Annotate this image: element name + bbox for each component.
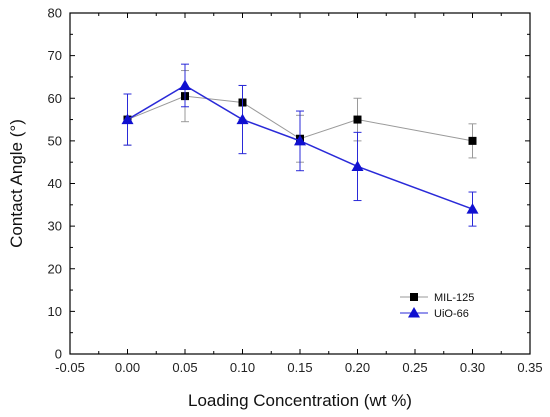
- x-tick-label: 0.35: [517, 360, 542, 375]
- y-tick-label: 70: [48, 48, 62, 63]
- legend: MIL-125 UiO-66: [400, 292, 474, 320]
- series-line: [127, 95, 473, 142]
- y-axis-title: Contact Angle (°): [7, 119, 26, 248]
- x-tick-label: 0.15: [287, 360, 312, 375]
- x-tick-label: 0.25: [402, 360, 427, 375]
- x-tick-label: 0.20: [345, 360, 370, 375]
- tick-labels: -0.05 0.00 0.05 0.10 0.15 0.20 0.25 0.30 0.35 0 10…: [48, 6, 543, 376]
- tick-marks: [69, 12, 531, 355]
- data-point: [468, 136, 477, 145]
- x-axis-title: Loading Concentration (wt %): [188, 391, 412, 410]
- x-tick-label: 0.10: [230, 360, 255, 375]
- legend-marker: [408, 307, 420, 318]
- x-tick-label: 0.00: [115, 360, 140, 375]
- y-tick-label: 10: [48, 304, 62, 319]
- legend-item: UiO-66: [400, 307, 469, 320]
- series-line: [127, 84, 473, 210]
- x-tick-label: 0.05: [172, 360, 197, 375]
- series-uio-66: [121, 63, 479, 227]
- x-tick-label: -0.05: [55, 360, 85, 375]
- data-point: [351, 160, 364, 171]
- legend-label: UiO-66: [434, 308, 469, 320]
- legend-item: MIL-125: [400, 292, 474, 304]
- y-tick-label: 80: [48, 6, 62, 21]
- y-tick-label: 60: [48, 91, 62, 106]
- data-point: [236, 113, 249, 125]
- y-tick-label: 0: [55, 347, 62, 362]
- y-tick-label: 30: [48, 219, 62, 234]
- y-tick-label: 40: [48, 176, 62, 191]
- data-point: [353, 115, 362, 124]
- data-point: [466, 203, 479, 214]
- y-tick-label: 20: [48, 261, 62, 276]
- y-tick-label: 50: [48, 133, 62, 148]
- data-point: [294, 134, 306, 146]
- series-layer: [121, 63, 479, 227]
- x-tick-label: 0.30: [460, 360, 485, 375]
- legend-label: MIL-125: [434, 292, 474, 304]
- data-point: [179, 79, 191, 90]
- data-point: [121, 113, 134, 125]
- legend-marker: [410, 293, 418, 301]
